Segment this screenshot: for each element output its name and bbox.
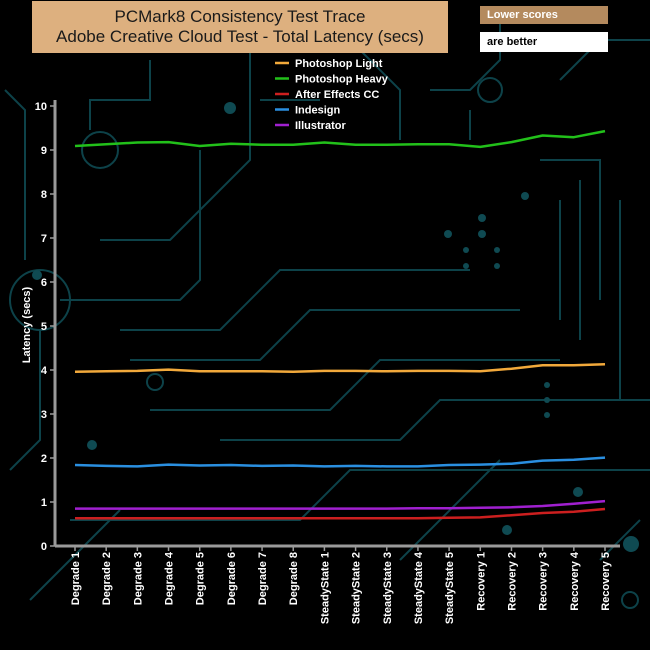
x-tick-label: Recovery 1 — [475, 552, 487, 611]
x-tick-label: SteadyState 1 — [319, 552, 331, 624]
series-lines — [74, 129, 606, 520]
x-tick-label: Degrade 4 — [164, 551, 176, 605]
note-are-better: are better — [480, 32, 608, 52]
series-line-3 — [75, 507, 606, 520]
legend-label: After Effects CC — [295, 89, 379, 101]
y-tick-label: 6 — [41, 277, 47, 289]
x-tick-label: Recovery 3 — [538, 552, 550, 611]
legend: Photoshop Light Photoshop Heavy After Eff… — [275, 58, 389, 132]
chart-axes — [50, 100, 620, 551]
y-tick-label: 10 — [35, 101, 47, 113]
y-tick-label: 7 — [41, 233, 47, 245]
chart-title: PCMark8 Consistency Test Trace — [114, 7, 366, 26]
x-tick-label: Recovery 4 — [569, 551, 581, 611]
x-tick-label: SteadyState 3 — [382, 552, 394, 624]
x-tick-label: SteadyState 5 — [444, 552, 456, 624]
note-lower-scores: Lower scores — [480, 6, 608, 24]
y-tick-label: 5 — [41, 321, 47, 333]
x-tick-label: SteadyState 4 — [413, 551, 425, 624]
y-tick-label: 2 — [41, 453, 47, 465]
x-tick-label: Degrade 2 — [101, 552, 113, 605]
series-line-1 — [74, 363, 606, 374]
series-line-4 — [74, 456, 606, 468]
series-line-2 — [74, 129, 606, 149]
x-tick-label: Recovery 5 — [600, 552, 612, 611]
series-line-5 — [75, 499, 606, 510]
x-tick-label: Recovery 2 — [506, 552, 518, 611]
y-tick-label: 8 — [41, 189, 47, 201]
y-tick-label: 0 — [41, 541, 47, 553]
y-tick-label: 9 — [41, 145, 47, 157]
x-tick-label: Degrade 6 — [226, 552, 238, 605]
y-tick-labels: 0 1 2 3 4 5 6 7 8 9 10 — [35, 101, 48, 553]
x-tick-labels: Degrade 1 Degrade 2 Degrade 3 Degrade 4 Degr… — [70, 551, 612, 624]
legend-label: Photoshop Heavy — [295, 74, 389, 86]
x-tick-label: Degrade 3 — [132, 552, 144, 605]
x-tick-label: Degrade 5 — [195, 552, 207, 605]
x-tick-label: SteadyState 2 — [351, 552, 363, 624]
chart-subtitle: Adobe Creative Cloud Test - Total Latenc… — [56, 27, 424, 46]
y-axis-title: Latency (secs) — [21, 286, 33, 363]
x-tick-label: Degrade 7 — [257, 552, 269, 605]
x-tick-label: Degrade 1 — [70, 552, 82, 605]
legend-label: Photoshop Light — [295, 58, 383, 70]
x-tick-label: Degrade 8 — [288, 552, 300, 605]
legend-label: Illustrator — [295, 120, 346, 132]
y-tick-label: 3 — [41, 409, 47, 421]
chart-title-box: PCMark8 Consistency Test Trace Adobe Cre… — [32, 1, 448, 53]
circuit-dots — [32, 102, 639, 552]
legend-label: Indesign — [295, 105, 341, 117]
y-tick-label: 1 — [41, 497, 47, 509]
y-tick-label: 4 — [41, 365, 48, 377]
